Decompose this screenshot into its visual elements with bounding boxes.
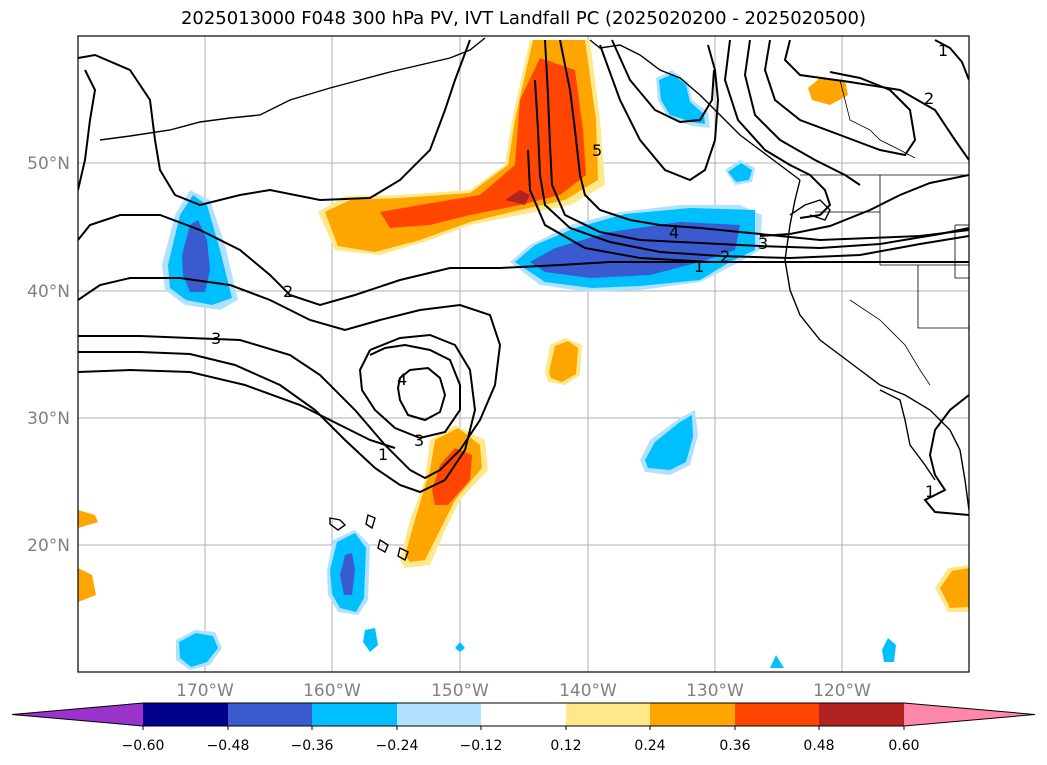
coastlines	[99, 37, 969, 562]
lon-label: 170°W	[176, 681, 234, 701]
state-boundaries	[800, 79, 969, 386]
contour-label-group: 5 4 3 2 1 2 3 4 3 1 1 2 1	[211, 41, 948, 501]
lat-label: 20°N	[27, 536, 70, 556]
colorbar-tick: −0.36	[291, 738, 334, 754]
colorbar-bin	[819, 703, 904, 726]
colorbar-tick-labels: −0.60 −0.48 −0.36 −0.24 −0.12 0.12 0.24 …	[122, 738, 920, 754]
colorbar-bin	[650, 703, 735, 726]
negative-anomaly-fill	[162, 70, 896, 670]
latitude-labels: 50°N 40°N 30°N 20°N	[27, 154, 70, 556]
colorbar-bin	[143, 703, 228, 726]
lon-label: 150°W	[431, 681, 489, 701]
contour-label: 1	[938, 41, 948, 60]
colorbar-tick: 0.48	[803, 738, 834, 754]
positive-anomaly-fill	[78, 40, 969, 612]
colorbar-tick: 0.12	[550, 738, 581, 754]
colorbar-bin	[566, 703, 650, 726]
colorbar-tick: 0.60	[888, 738, 919, 754]
lon-label: 140°W	[559, 681, 617, 701]
lat-label: 30°N	[27, 409, 70, 429]
contour-label: 2	[720, 247, 730, 266]
colorbar-tick: −0.60	[122, 738, 165, 754]
map-title: 2025013000 F048 300 hPa PV, IVT Landfall…	[180, 8, 867, 29]
contour-label: 5	[592, 141, 602, 160]
contour-label: 1	[378, 445, 388, 464]
colorbar-bin	[481, 703, 566, 726]
colorbar-tick: 0.24	[634, 738, 665, 754]
plot-frame	[77, 35, 970, 673]
contour-label: 1	[694, 257, 704, 276]
colorbar-tick: 0.36	[719, 738, 750, 754]
colorbar-bin	[397, 703, 481, 726]
colorbar-bin	[735, 703, 819, 726]
colorbar-tick: −0.12	[460, 738, 503, 754]
contour-label: 2	[924, 89, 934, 108]
contour-label: 4	[669, 223, 679, 242]
colorbar-tick: −0.24	[376, 738, 419, 754]
colorbar-tick: −0.48	[207, 738, 250, 754]
contour-label: 3	[414, 431, 424, 450]
longitude-labels: 170°W 160°W 150°W 140°W 130°W 120°W	[176, 681, 871, 701]
lat-label: 40°N	[27, 282, 70, 302]
contour-label: 4	[397, 370, 407, 389]
contour-label: 3	[211, 329, 221, 348]
contour-label: 3	[758, 234, 768, 253]
colorbar-bin	[228, 703, 312, 726]
colorbar-bin	[312, 703, 397, 726]
lon-label: 160°W	[303, 681, 361, 701]
contour-label: 1	[925, 482, 935, 501]
lon-label: 120°W	[813, 681, 871, 701]
colorbar-extend-min	[12, 703, 143, 726]
lon-label: 130°W	[686, 681, 744, 701]
lat-label: 50°N	[27, 154, 70, 174]
colorbar	[11, 702, 1036, 730]
pv-contours	[78, 39, 969, 516]
contour-label: 2	[283, 282, 293, 301]
colorbar-extend-max	[904, 703, 1035, 726]
